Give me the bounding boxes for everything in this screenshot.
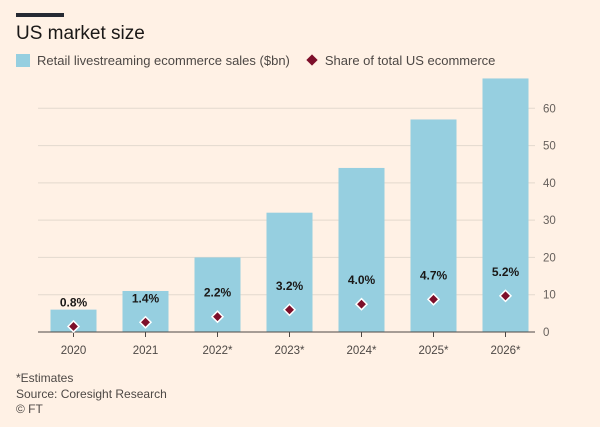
share-label: 3.2% — [276, 279, 304, 293]
y-tick-label: 30 — [543, 215, 556, 227]
share-marker — [66, 319, 81, 334]
share-marker — [138, 315, 153, 329]
top-rule — [16, 13, 64, 17]
footer-notes: *Estimates Source: Coresight Research © … — [16, 371, 167, 418]
share-label: 2.2% — [204, 286, 232, 300]
share-marker — [210, 310, 225, 324]
x-tick-label: 2021 — [133, 345, 159, 357]
share-marker — [498, 289, 513, 303]
x-tick-label: 2025* — [418, 345, 449, 357]
share-marker — [426, 292, 441, 306]
share-label: 4.7% — [420, 268, 448, 282]
y-tick-label: 0 — [543, 327, 549, 339]
legend-bar-swatch — [16, 53, 30, 67]
x-tick-label: 2020 — [61, 345, 87, 357]
share-marker — [354, 297, 369, 311]
share-marker — [282, 303, 297, 317]
legend-marker-label: Share of total US ecommerce — [324, 52, 496, 68]
estimates-note: *Estimates — [16, 371, 74, 385]
y-tick-label: 60 — [543, 103, 556, 115]
legend: Retail livestreaming ecommerce sales ($b… — [16, 51, 495, 69]
source-note: Source: Coresight Research — [16, 386, 167, 401]
chart-title: US market size — [16, 23, 145, 44]
x-tick-label: 2026* — [490, 345, 521, 357]
share-label: 1.4% — [132, 291, 160, 305]
y-tick-label: 50 — [543, 141, 556, 153]
share-label: 4.0% — [348, 273, 376, 287]
share-label: 5.2% — [492, 265, 520, 279]
legend-bar-label: Retail livestreaming ecommerce sales ($b… — [37, 52, 290, 68]
y-tick-label: 10 — [543, 290, 556, 302]
y-tick-label: 20 — [543, 252, 556, 264]
x-tick-label: 2023* — [274, 345, 305, 357]
y-tick-label: 40 — [543, 178, 556, 190]
ft-credit: © FT — [16, 402, 43, 416]
share-label: 0.8% — [60, 295, 88, 309]
x-tick-label: 2024* — [346, 345, 377, 357]
x-tick-label: 2022* — [202, 345, 233, 357]
